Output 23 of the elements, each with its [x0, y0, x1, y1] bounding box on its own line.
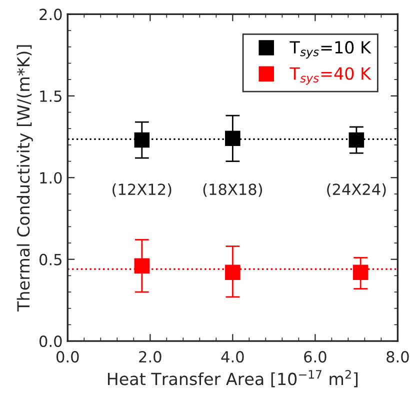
point — [348, 132, 364, 148]
annotation: (12X12) — [112, 183, 172, 197]
point — [134, 258, 150, 274]
annotation: (24X24) — [327, 183, 386, 197]
y-tick-label: 0.5 — [40, 254, 62, 266]
y-tick-label: 1.0 — [40, 172, 62, 184]
point — [352, 264, 368, 280]
legend-label: T$_{sys}$=40 K — [290, 67, 372, 85]
y-tick-label: 0.0 — [40, 336, 62, 348]
x-tick-label: 8.0 — [386, 351, 409, 363]
y-tick-label: 1.5 — [40, 90, 62, 102]
x-axis-title: Heat Transfer Area [10$^{−17}$ m$^{2}$] — [108, 370, 358, 388]
x-tick-label: 2.0 — [139, 351, 162, 363]
x-tick-label: 6.0 — [304, 351, 326, 363]
point — [225, 264, 240, 280]
point — [134, 132, 150, 148]
point — [225, 130, 240, 146]
y-axis-title: Thermal Conductivity [W/(m*K)] — [16, 45, 33, 312]
x-tick-label: 4.0 — [221, 351, 244, 363]
annotation: (18X18) — [203, 183, 262, 197]
y-tick-label: 2.0 — [40, 8, 62, 20]
x-tick-label: 0.0 — [56, 351, 79, 363]
legend-label: T$_{sys}$=10 K — [290, 41, 372, 59]
